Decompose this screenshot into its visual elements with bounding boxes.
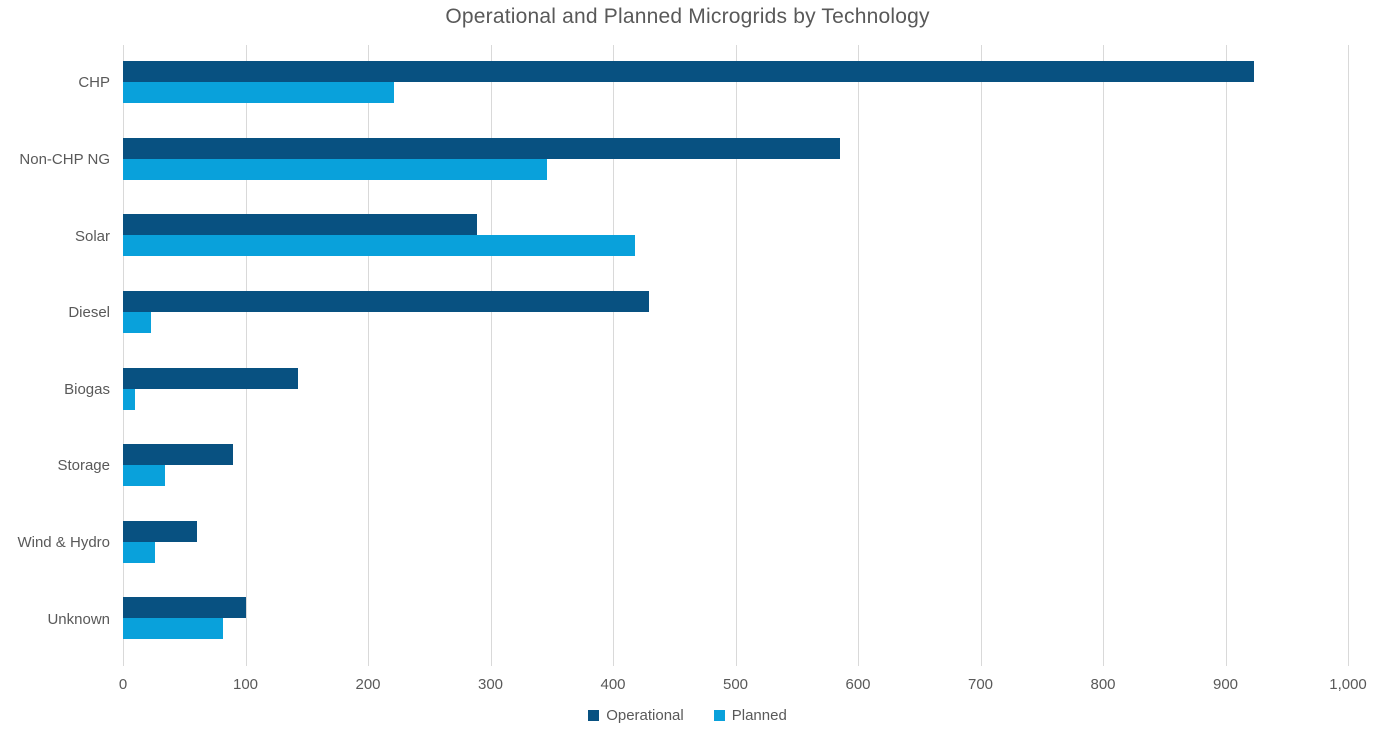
legend: Operational Planned (0, 707, 1375, 724)
gridline (491, 45, 492, 666)
bar-operational (123, 368, 298, 389)
planned-legend-swatch (713, 710, 725, 721)
x-tick-label: 800 (1090, 676, 1116, 693)
bar-planned (123, 312, 151, 333)
gridline (736, 45, 737, 666)
bar-operational (123, 597, 246, 618)
bar-operational (123, 444, 233, 465)
gridline (981, 45, 982, 666)
gridline (368, 45, 369, 666)
bar-planned (123, 618, 223, 639)
x-tick-label: 900 (1212, 676, 1239, 693)
gridline (1226, 45, 1227, 666)
bar-operational (123, 521, 197, 542)
bar-operational (123, 214, 477, 235)
x-tick-label: 600 (845, 676, 871, 693)
gridline-layer (123, 45, 1349, 666)
x-tick-label: 1,000 (1329, 676, 1367, 693)
bar-operational (123, 61, 1254, 82)
plot-area (123, 45, 1348, 658)
category-label: Biogas (64, 381, 110, 398)
gridline (123, 45, 124, 666)
category-label: Unknown (47, 611, 110, 628)
legend-entry-operational: Operational (588, 707, 684, 724)
bar-planned (123, 389, 135, 410)
gridline (858, 45, 859, 666)
planned-legend-label: Planned (731, 707, 787, 724)
bar-operational (123, 291, 649, 312)
gridline (613, 45, 614, 666)
x-tick-label: 200 (355, 676, 381, 693)
chart-title: Operational and Planned Microgrids by Te… (445, 5, 930, 28)
category-label: CHP (78, 74, 110, 91)
bar-operational (123, 138, 840, 159)
value-axis: 0 100 200 300 400 500 600 700 800 900 1,000 (119, 676, 1367, 696)
x-tick-label: 0 (118, 676, 128, 693)
x-tick-label: 300 (477, 676, 504, 693)
legend-entry-planned: Planned (713, 707, 787, 724)
category-axis: CHP Non-CHP NG Solar Diesel Biogas Storage Win… (0, 45, 110, 658)
category-label: Diesel (68, 304, 110, 321)
bar-planned (123, 235, 635, 256)
category-label: Solar (74, 228, 110, 245)
bar-planned (123, 82, 394, 103)
category-label: Wind & Hydro (17, 534, 110, 551)
bar-planned (123, 542, 155, 563)
category-label: Storage (57, 457, 110, 474)
bar-planned (123, 159, 547, 180)
operational-legend-swatch (588, 710, 600, 721)
bar-planned (123, 465, 165, 486)
x-tick-label: 100 (232, 676, 259, 693)
x-tick-label: 700 (967, 676, 994, 693)
gridline (246, 45, 247, 666)
gridline (1103, 45, 1104, 666)
category-label: Non-CHP NG (19, 151, 110, 168)
x-tick-label: 400 (600, 676, 626, 693)
x-tick-label: 500 (722, 676, 749, 693)
operational-legend-label: Operational (606, 707, 684, 724)
gridline (1348, 45, 1349, 666)
